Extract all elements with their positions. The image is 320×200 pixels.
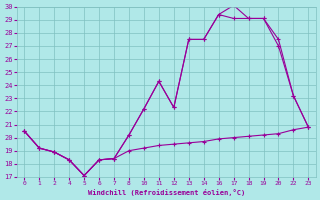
X-axis label: Windchill (Refroidissement éolien,°C): Windchill (Refroidissement éolien,°C) xyxy=(88,189,245,196)
